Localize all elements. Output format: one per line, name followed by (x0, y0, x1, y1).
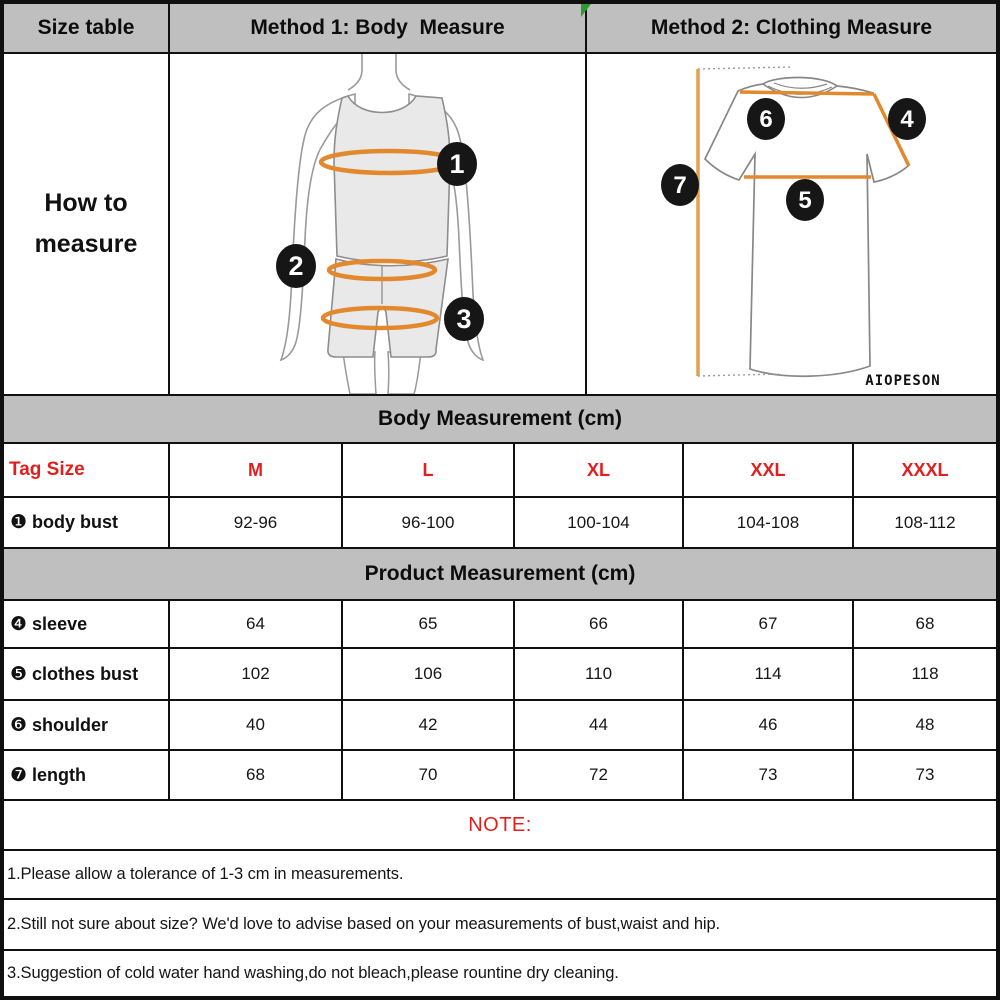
table-cell: 114 (684, 649, 852, 699)
table-cell: 72 (515, 751, 682, 799)
table-cell: 73 (684, 751, 852, 799)
circled-5-icon: ❺ (10, 663, 28, 685)
circled-1-icon: ❶ (10, 512, 28, 533)
tag-size-label: Tag Size (4, 444, 168, 496)
body-measurement-title: Body Measurement (cm) (4, 396, 996, 442)
how-to-measure-line1: How to (44, 188, 128, 217)
table-cell: 68 (854, 601, 996, 647)
table-cell: 118 (854, 649, 996, 699)
svg-text:3: 3 (456, 304, 471, 334)
table-cell: 48 (854, 701, 996, 749)
size-col-m: M (170, 444, 341, 496)
table-cell: 64 (170, 601, 341, 647)
clothing-measure-diagram: 6 4 7 5 AIOPESON (587, 54, 996, 394)
marker-7-icon: 7 (661, 164, 699, 206)
table-cell: 106 (343, 649, 513, 699)
row-label-length: ❼ length (4, 751, 168, 799)
body-figure-icon: 1 2 3 (276, 54, 485, 394)
table-cell: 40 (170, 701, 341, 749)
how-to-measure-cell: How to measure (4, 54, 168, 394)
marker-2-icon: 2 (276, 244, 316, 288)
note-item-1: 1.Please allow a tolerance of 1-3 cm in … (4, 851, 996, 898)
table-cell: 44 (515, 701, 682, 749)
table-cell: 65 (343, 601, 513, 647)
table-cell: 68 (170, 751, 341, 799)
table-cell: 92-96 (170, 498, 341, 547)
table-cell: 108-112 (854, 498, 996, 547)
table-cell: 66 (515, 601, 682, 647)
row-label-sleeve: ❹ sleeve (4, 601, 168, 647)
body-measure-diagram: 1 2 3 (170, 54, 585, 394)
header-size-table: Size table (4, 4, 168, 52)
table-cell: 96-100 (343, 498, 513, 547)
svg-text:4: 4 (900, 106, 914, 133)
table-cell: 100-104 (515, 498, 682, 547)
header-method1: Method 1: Body Measure (170, 4, 585, 52)
tshirt-figure-icon: 6 4 7 5 AIOPESON (661, 66, 940, 389)
product-measurement-table: ❹ sleeve 64 65 66 67 68 ❺ clothes bust 1… (4, 601, 996, 799)
table-cell: 42 (343, 701, 513, 749)
waist-band-icon (326, 258, 438, 282)
header-method2: Method 2: Clothing Measure (587, 4, 996, 52)
hip-band-icon (320, 305, 440, 331)
size-col-xl: XL (515, 444, 682, 496)
body-measurement-table: Tag Size M L XL XXL XXXL ❶ body bust 92-… (4, 444, 996, 547)
table-cell: 102 (170, 649, 341, 699)
svg-text:7: 7 (673, 172, 686, 199)
marker-1-icon: 1 (437, 142, 477, 186)
circled-4-icon: ❹ (10, 613, 28, 635)
header-row: Size table Method 1: Body Measure Method… (4, 4, 996, 52)
shoulder-line-icon (739, 90, 875, 96)
circled-6-icon: ❻ (10, 714, 28, 736)
green-corner-flag-icon (581, 4, 591, 17)
circled-7-icon: ❼ (10, 764, 28, 786)
product-measurement-title: Product Measurement (cm) (4, 549, 996, 599)
table-cell: 104-108 (684, 498, 852, 547)
row-label-clothes-bust: ❺ clothes bust (4, 649, 168, 699)
note-item-3: 3.Suggestion of cold water hand washing,… (4, 951, 996, 996)
illustration-row: How to measure (4, 54, 996, 394)
size-col-xxl: XXL (684, 444, 852, 496)
note-title: NOTE: (4, 801, 996, 849)
table-cell: 70 (343, 751, 513, 799)
svg-text:2: 2 (288, 251, 303, 281)
marker-6-icon: 6 (747, 98, 785, 140)
marker-5-icon: 5 (786, 179, 824, 221)
table-cell: 46 (684, 701, 852, 749)
table-cell: 110 (515, 649, 682, 699)
svg-text:5: 5 (798, 187, 811, 214)
brand-text: AIOPESON (865, 373, 940, 389)
marker-3-icon: 3 (444, 297, 484, 341)
size-col-l: L (343, 444, 513, 496)
marker-4-icon: 4 (888, 98, 926, 140)
svg-text:1: 1 (449, 149, 464, 179)
table-cell: 73 (854, 751, 996, 799)
svg-text:6: 6 (759, 106, 772, 133)
note-item-2: 2.Still not sure about size? We'd love t… (4, 900, 996, 949)
table-cell: 67 (684, 601, 852, 647)
how-to-measure-line2: measure (34, 230, 138, 258)
row-label-body-bust: ❶ body bust (4, 498, 168, 547)
size-col-xxxl: XXXL (854, 444, 996, 496)
row-label-shoulder: ❻ shoulder (4, 701, 168, 749)
